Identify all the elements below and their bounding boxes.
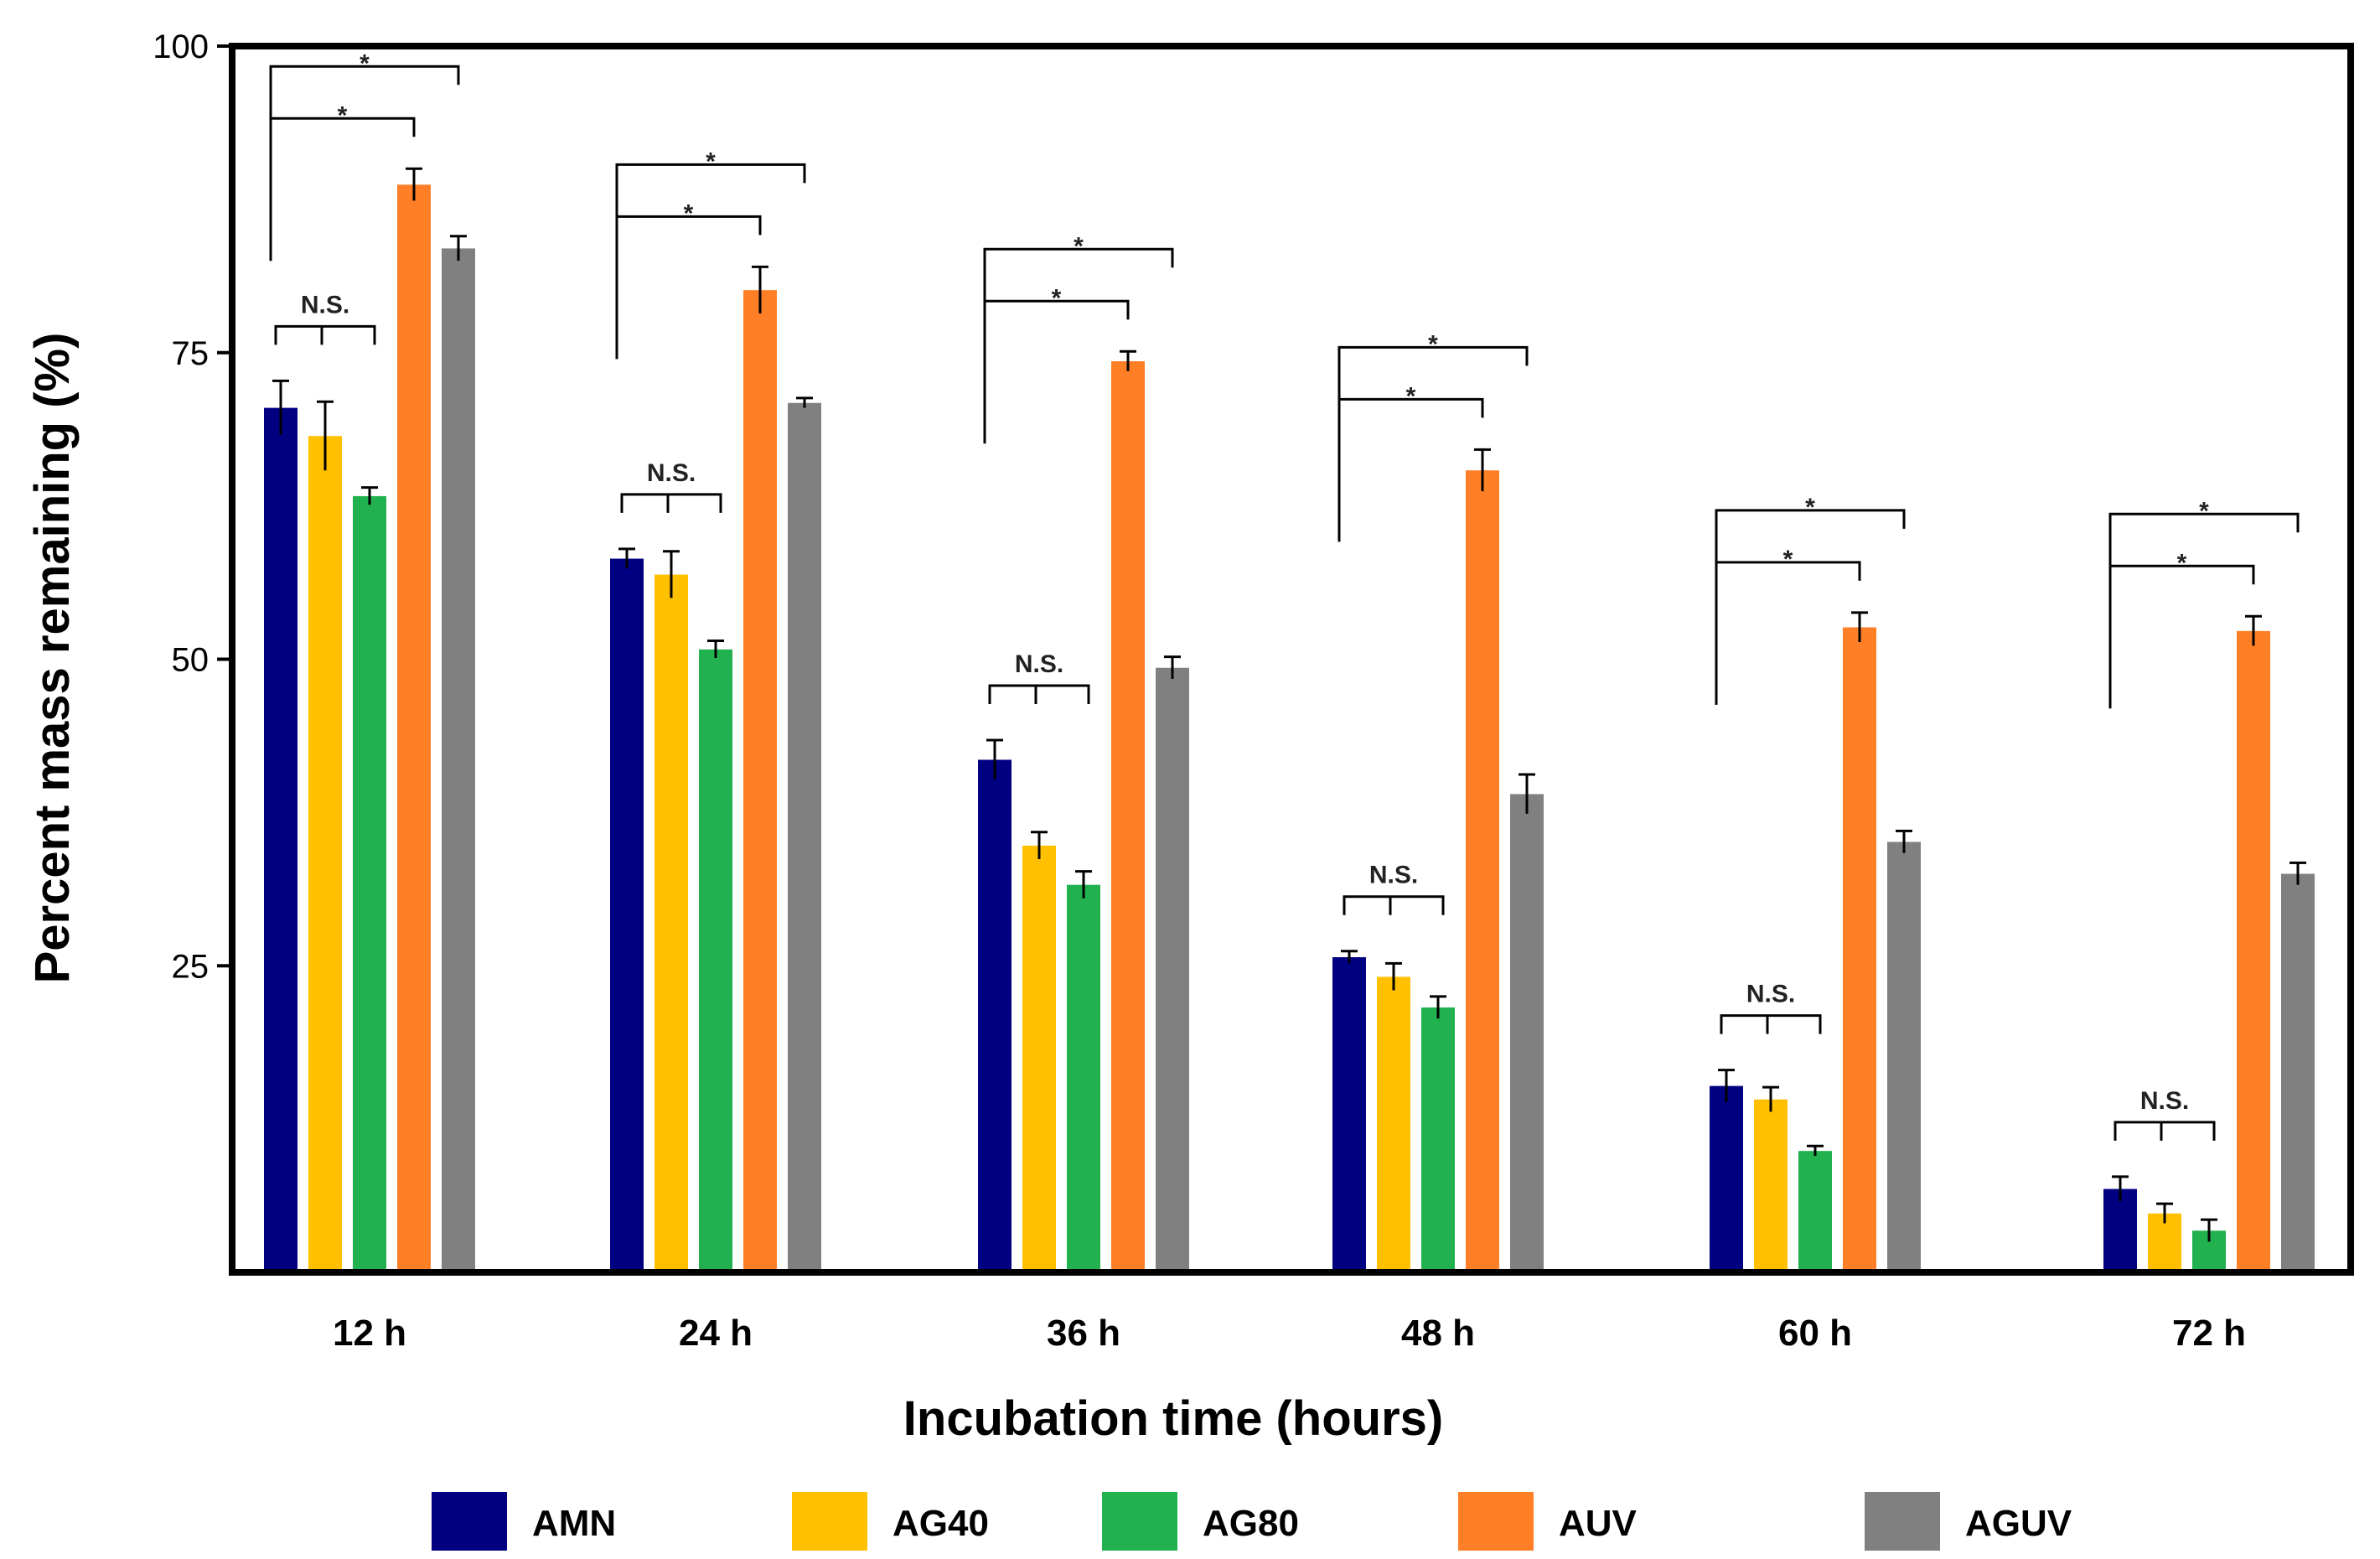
sig-bracket-aguv — [269, 65, 460, 119]
bar-aguv-4 — [1887, 842, 1921, 1272]
plot-frame — [229, 43, 2354, 1276]
y-tick-label: 25 — [172, 948, 210, 985]
y-tick-label: 50 — [172, 642, 210, 679]
ns-bracket — [1343, 895, 1445, 915]
x-tick-label: 12 h — [333, 1313, 406, 1354]
legend-swatch-aguv — [1865, 1492, 1940, 1551]
bars-layer — [264, 167, 2315, 1273]
legend-swatch-ag80 — [1102, 1492, 1177, 1551]
legend-label-ag80: AG80 — [1203, 1503, 1299, 1544]
bar-amn-3 — [1332, 957, 1366, 1272]
sig-label-aguv: * — [1074, 232, 1084, 260]
bar-aguv-0 — [442, 248, 475, 1272]
sig-label-auv: * — [2177, 549, 2187, 577]
bar-ag40-0 — [308, 436, 342, 1272]
sig-bracket-aguv — [615, 163, 806, 217]
sig-bracket-aguv — [1337, 345, 1529, 400]
bar-amn-4 — [1710, 1085, 1743, 1272]
axis-layer: 12 h 24 h 36 h 48 h 60 h 72 h 25 50 75 100 — [153, 28, 2354, 1354]
legend-swatch-ag40 — [792, 1492, 867, 1551]
sig-label-auv: * — [1052, 284, 1062, 312]
ns-label: N.S. — [1746, 981, 1795, 1008]
ns-label: N.S. — [301, 291, 349, 319]
ns-label: N.S. — [1369, 862, 1418, 889]
bar-ag80-3 — [1421, 1007, 1455, 1272]
x-tick-label: 36 h — [1047, 1313, 1120, 1354]
ns-bracket — [988, 684, 1090, 705]
sig-bracket-auv — [2108, 564, 2255, 709]
legend: AMN AG40 AG80 AUV AGUV — [432, 1492, 2072, 1551]
sig-bracket-aguv — [983, 247, 1174, 302]
sig-label-aguv: * — [2199, 497, 2209, 525]
sig-bracket-auv — [983, 299, 1130, 444]
y-tick-label: 75 — [172, 335, 210, 372]
sig-bracket-aguv — [1715, 509, 1906, 562]
sig-bracket-auv — [1715, 561, 1861, 705]
sig-bracket-auv — [1337, 397, 1484, 542]
bar-auv-3 — [1466, 470, 1499, 1272]
bar-auv-4 — [1843, 627, 1876, 1272]
legend-label-aguv: AGUV — [1965, 1503, 2072, 1544]
bar-aguv-2 — [1156, 667, 1189, 1272]
ns-bracket — [1720, 1014, 1822, 1034]
bar-ag40-3 — [1377, 976, 1410, 1272]
legend-label-amn: AMN — [532, 1503, 616, 1544]
bar-auv-0 — [397, 184, 431, 1273]
ns-label: N.S. — [1015, 650, 1063, 678]
sig-label-aguv: * — [706, 148, 716, 175]
sig-label-auv: * — [1783, 546, 1793, 573]
sig-label-aguv: * — [1805, 494, 1815, 521]
x-tick-label: 60 h — [1778, 1313, 1852, 1354]
x-axis-title: Incubation time (hours) — [903, 1391, 1443, 1446]
bar-amn-5 — [2103, 1189, 2137, 1272]
x-tick-label: 24 h — [679, 1313, 753, 1354]
x-tick-label: 72 h — [2172, 1313, 2246, 1354]
sig-label-aguv: * — [360, 49, 370, 77]
ns-bracket — [274, 324, 376, 345]
bar-ag80-0 — [353, 495, 386, 1272]
bar-ag40-1 — [654, 574, 688, 1272]
bar-ag80-2 — [1067, 884, 1100, 1272]
bar-auv-1 — [743, 290, 777, 1273]
bar-aguv-5 — [2281, 873, 2315, 1272]
sig-label-auv: * — [338, 101, 348, 129]
y-tick-label: 100 — [153, 28, 209, 65]
sig-label-aguv: * — [1428, 330, 1438, 358]
y-axis-title: Percent mass remaining (%) — [25, 333, 80, 984]
bar-amn-0 — [264, 407, 298, 1273]
bar-auv-5 — [2237, 630, 2270, 1272]
legend-label-ag40: AG40 — [892, 1503, 989, 1544]
bar-amn-1 — [610, 558, 644, 1272]
bar-aguv-1 — [788, 402, 821, 1272]
bar-aguv-3 — [1510, 794, 1544, 1272]
sig-bracket-aguv — [2108, 512, 2300, 567]
ns-bracket — [620, 493, 722, 513]
annotations-layer: N.S. * * N.S. * * N.S. * * N.S. * * N.S. * * N.S. * * — [269, 49, 2300, 1141]
legend-swatch-amn — [432, 1492, 507, 1551]
bar-ag40-4 — [1754, 1099, 1788, 1272]
bar-auv-2 — [1111, 360, 1145, 1273]
sig-bracket-auv — [269, 117, 416, 262]
sig-bracket-auv — [615, 215, 762, 360]
sig-label-auv: * — [684, 199, 694, 227]
bar-ag80-1 — [699, 649, 732, 1272]
sig-label-auv: * — [1406, 382, 1416, 410]
bar-amn-2 — [978, 759, 1012, 1272]
bar-ag40-2 — [1022, 845, 1056, 1272]
legend-swatch-auv — [1458, 1492, 1534, 1551]
ns-label: N.S. — [2140, 1087, 2189, 1115]
ns-bracket — [2114, 1121, 2216, 1141]
ns-label: N.S. — [647, 459, 696, 487]
bar-ag80-4 — [1798, 1151, 1832, 1272]
x-tick-label: 48 h — [1401, 1313, 1475, 1354]
legend-label-auv: AUV — [1559, 1503, 1638, 1544]
